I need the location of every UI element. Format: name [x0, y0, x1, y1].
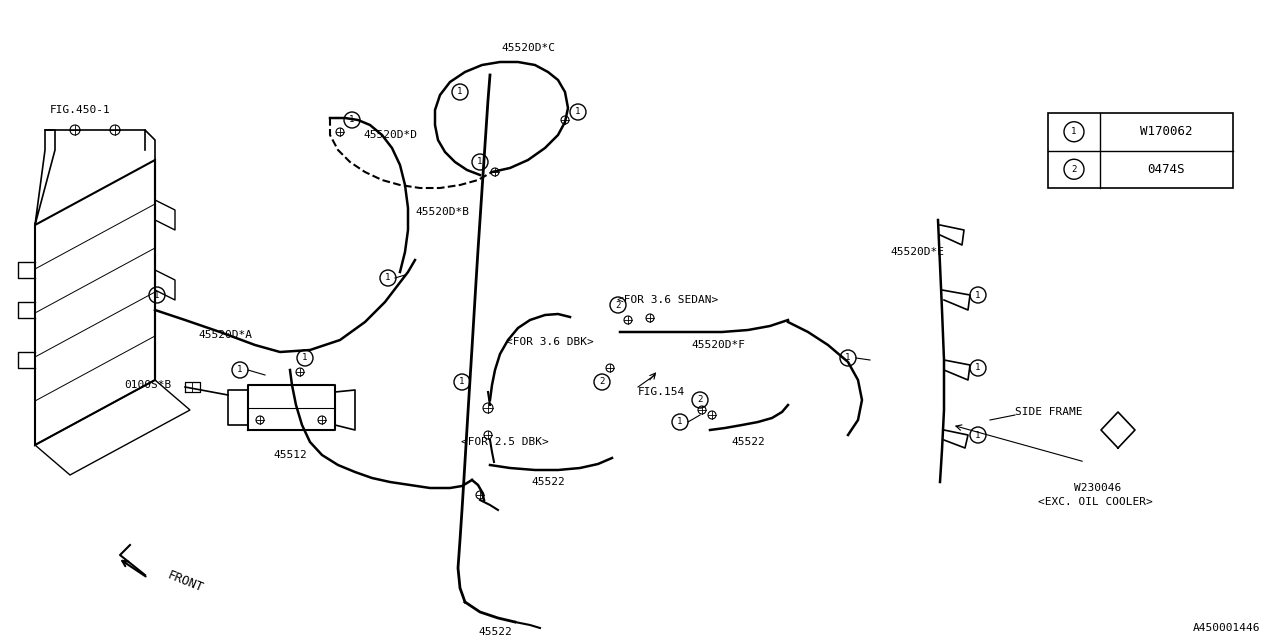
Text: 2: 2 [1071, 164, 1076, 173]
Text: 1: 1 [975, 291, 980, 300]
Text: 45522: 45522 [731, 437, 765, 447]
Text: 1: 1 [349, 115, 355, 125]
Text: 45520D*E: 45520D*E [890, 247, 945, 257]
Text: 1: 1 [845, 353, 851, 362]
Text: 45520D*B: 45520D*B [415, 207, 468, 217]
Text: FIG.450-1: FIG.450-1 [50, 105, 110, 115]
Text: FIG.154: FIG.154 [637, 387, 685, 397]
Text: 1: 1 [1071, 127, 1076, 136]
Text: W170062: W170062 [1139, 125, 1192, 138]
Text: 1: 1 [385, 273, 390, 282]
Text: SIDE FRAME: SIDE FRAME [1015, 407, 1083, 417]
Bar [1048, 113, 1233, 188]
Text: 45512: 45512 [273, 450, 307, 460]
Text: 1: 1 [575, 108, 581, 116]
Text: 1: 1 [477, 157, 483, 166]
Text: 0100S*B: 0100S*B [124, 380, 172, 390]
Text: 45522: 45522 [531, 477, 564, 487]
Text: 2: 2 [698, 396, 703, 404]
Text: 1: 1 [237, 365, 243, 374]
Text: <FOR 3.6 DBK>: <FOR 3.6 DBK> [506, 337, 594, 347]
Text: 1: 1 [457, 88, 462, 97]
Text: 1: 1 [460, 378, 465, 387]
Text: <FOR 3.6 SEDAN>: <FOR 3.6 SEDAN> [617, 295, 718, 305]
Text: 1: 1 [677, 417, 682, 426]
Text: 45520D*A: 45520D*A [198, 330, 252, 340]
Text: <EXC. OIL COOLER>: <EXC. OIL COOLER> [1038, 497, 1152, 507]
Text: 1: 1 [302, 353, 307, 362]
Text: FRONT: FRONT [165, 569, 205, 595]
Text: 2: 2 [599, 378, 604, 387]
Text: <FOR 2.5 DBK>: <FOR 2.5 DBK> [461, 437, 549, 447]
Text: 1: 1 [975, 364, 980, 372]
Text: 2: 2 [616, 301, 621, 310]
Text: W230046: W230046 [1074, 483, 1121, 493]
Text: 45520D*D: 45520D*D [364, 130, 417, 140]
Text: 0474S: 0474S [1147, 163, 1185, 176]
Text: A450001446: A450001446 [1193, 623, 1260, 633]
Text: 1: 1 [975, 431, 980, 440]
Text: 45520D*F: 45520D*F [691, 340, 745, 350]
Text: 45522: 45522 [479, 627, 512, 637]
Text: 45520D*C: 45520D*C [500, 43, 556, 53]
Text: 1: 1 [155, 291, 160, 300]
